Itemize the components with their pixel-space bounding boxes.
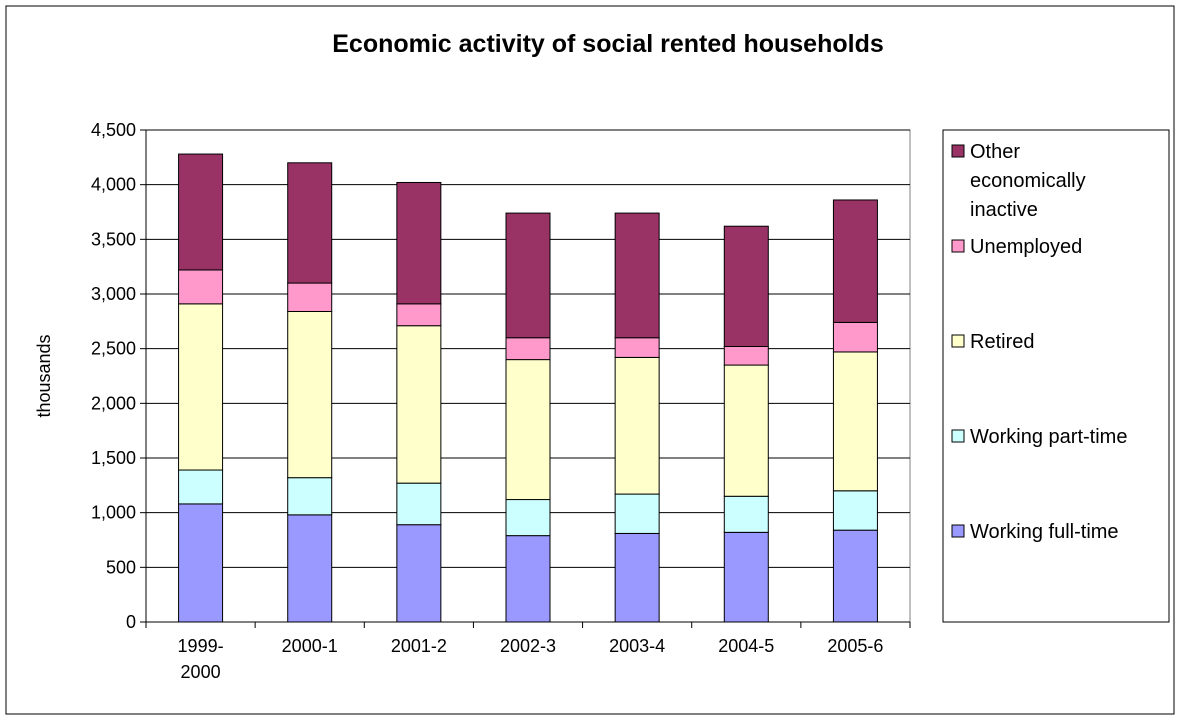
legend-label: Other (970, 141, 1020, 163)
legend-swatch (951, 524, 965, 538)
bar-segment (287, 282, 333, 312)
x-tick-label: 2000 (181, 662, 221, 682)
y-axis-ticks: 0 500 1,000 1,500 2,000 2,500 3,000 3,500 4,000 4… (91, 120, 146, 632)
bar-segment (832, 529, 878, 623)
y-tick-label: 500 (106, 557, 136, 577)
bar-segment (614, 356, 660, 495)
bar-segment (723, 495, 769, 533)
bar-segment (178, 303, 224, 471)
bar-segment (505, 337, 551, 361)
bar-segment (832, 490, 878, 531)
x-tick-label: 2002-3 (500, 636, 556, 656)
bar-segment (505, 359, 551, 501)
bar-segment (396, 524, 442, 623)
y-axis-label: thousands (34, 334, 54, 417)
y-tick-label: 4,000 (91, 175, 136, 195)
bar-segment (287, 514, 333, 623)
legend: Other economically inactive Unemployed Retir… (951, 141, 1127, 543)
y-tick-label: 0 (126, 612, 136, 632)
bar-segment (178, 503, 224, 623)
legend-label: Retired (970, 331, 1034, 353)
bar-segment (505, 212, 551, 339)
y-tick-label: 3,000 (91, 284, 136, 304)
bar-segment (614, 212, 660, 339)
y-tick-label: 1,500 (91, 448, 136, 468)
legend-swatch (951, 239, 965, 253)
y-tick-label: 4,500 (91, 120, 136, 140)
bar-segment (396, 303, 442, 327)
x-tick-label: 2005-6 (827, 636, 883, 656)
bar-segment (396, 181, 442, 305)
bars (178, 153, 878, 623)
bar-segment (287, 310, 333, 479)
bar-segment (614, 493, 660, 534)
legend-swatch (951, 429, 965, 443)
bar-segment (287, 477, 333, 516)
bar-segment (832, 351, 878, 492)
bar-segment (614, 337, 660, 358)
bar-segment (178, 153, 224, 271)
legend-label: Working part-time (970, 426, 1127, 448)
bar-segment (832, 199, 878, 323)
bar-segment (505, 499, 551, 537)
bar-segment (723, 531, 769, 623)
bar-segment (832, 321, 878, 353)
bar-segment (178, 469, 224, 505)
x-tick-label: 2004-5 (718, 636, 774, 656)
legend-label: economically (970, 170, 1086, 192)
bar-segment (723, 345, 769, 366)
bar-segment (396, 482, 442, 526)
y-tick-label: 2,000 (91, 393, 136, 413)
bar-segment (287, 162, 333, 284)
bar-segment (723, 225, 769, 347)
x-axis-ticks: 1999- 2000 2000-1 2001-2 2002-3 2003-4 2004-5 2… (145, 622, 911, 682)
legend-label: inactive (970, 199, 1038, 221)
x-tick-label: 2000-1 (282, 636, 338, 656)
bar-segment (396, 325, 442, 484)
chart-title: Economic activity of social rented house… (332, 30, 884, 58)
y-tick-label: 2,500 (91, 339, 136, 359)
y-tick-label: 1,000 (91, 503, 136, 523)
bar-segment (614, 532, 660, 623)
legend-label: Unemployed (970, 236, 1082, 258)
x-tick-label: 2001-2 (391, 636, 447, 656)
bar-segment (178, 269, 224, 305)
legend-box (942, 129, 1170, 623)
x-tick-label: 2003-4 (609, 636, 665, 656)
bar-segment (723, 364, 769, 497)
bar-segment (505, 535, 551, 623)
x-tick-label: 1999- (178, 636, 224, 656)
legend-swatch (951, 144, 965, 158)
y-tick-label: 3,500 (91, 229, 136, 249)
legend-swatch (951, 334, 965, 348)
legend-label: Working full-time (970, 521, 1119, 543)
